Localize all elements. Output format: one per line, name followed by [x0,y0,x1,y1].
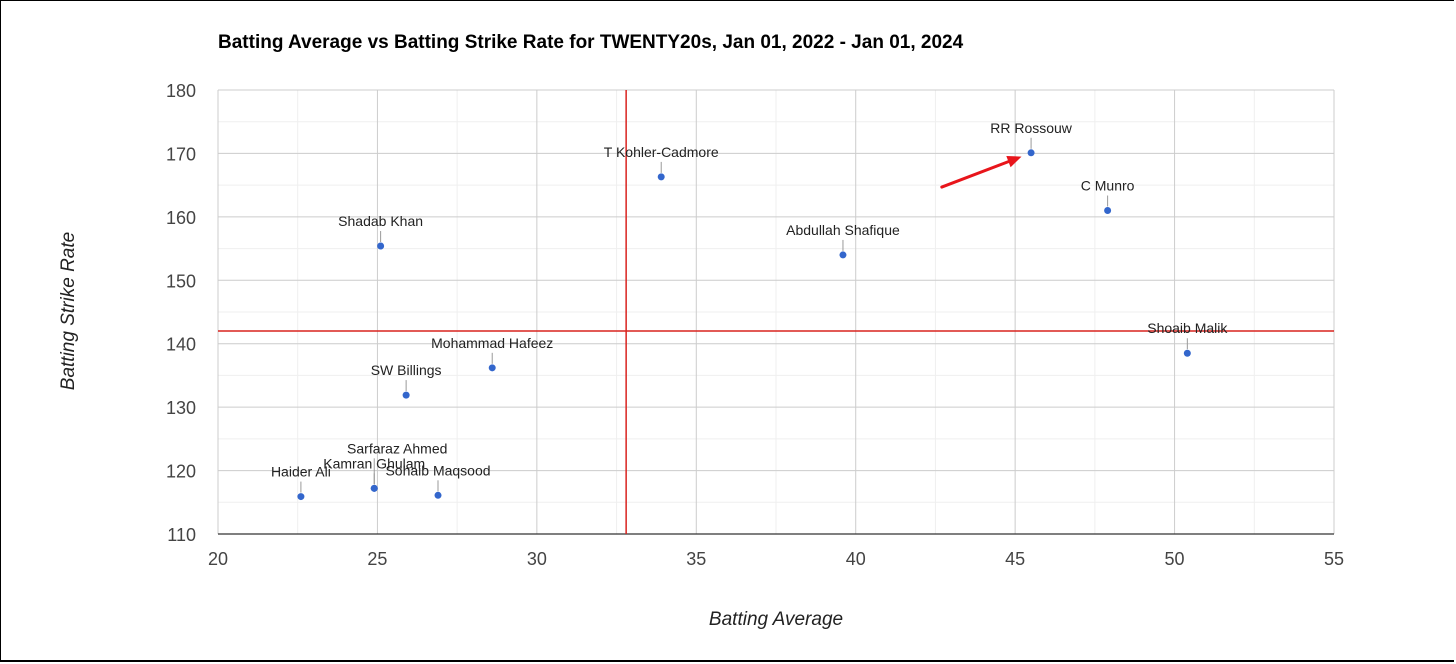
point-abdullah-shafique [839,251,847,259]
point-shadab-khan [377,242,385,250]
x-tick-label: 45 [1005,549,1025,569]
tick-labels: 20 25 30 35 40 45 50 55 110 120 130 140 150 160 170 180 [166,81,1344,569]
y-tick-label: 150 [166,271,196,291]
point-sohaib-maqsood [434,491,442,499]
data-points: RR Rossouw T Kohler-Cadmore C Munro Shadab … [271,120,1228,501]
point-kamran-ghulam [370,484,378,492]
x-tick-label: 30 [527,549,547,569]
point-label-sw-billings: SW Billings [371,362,442,378]
point-label-t-kohler-cadmore: T Kohler-Cadmore [604,144,719,160]
y-tick-label: 140 [166,335,196,355]
y-tick-label: 180 [166,81,196,101]
point-haider-ali [297,493,305,501]
point-label-abdullah-shafique: Abdullah Shafique [786,222,900,238]
gridlines [217,89,1335,535]
reference-lines [218,90,1334,534]
x-tick-label: 35 [686,549,706,569]
point-label-rr-rossouw: RR Rossouw [990,120,1073,136]
point-label-shadab-khan: Shadab Khan [338,213,423,229]
point-label-sohaib-maqsood: Sohaib Maqsood [385,462,490,478]
point-c-munro [1104,207,1112,215]
point-t-kohler-cadmore [657,173,665,181]
point-label-shoaib-malik: Shoaib Malik [1147,320,1228,336]
y-tick-label: 110 [167,525,196,545]
point-sw-billings [402,391,410,399]
point-label-mohammad-hafeez: Mohammad Hafeez [431,335,553,351]
point-label-sarfaraz-ahmed: Sarfaraz Ahmed [347,440,447,456]
point-mohammad-hafeez [488,364,496,372]
annotation-layer [940,155,1022,189]
x-tick-label: 40 [846,549,866,569]
y-tick-label: 160 [166,208,196,228]
chart-title: Batting Average vs Batting Strike Rate f… [218,32,964,53]
x-tick-label: 50 [1165,549,1185,569]
y-tick-label: 120 [166,462,196,482]
x-axis-label: Batting Average [708,609,844,630]
y-tick-label: 130 [166,398,196,418]
x-tick-label: 55 [1324,549,1344,569]
x-tick-label: 25 [367,549,387,569]
point-shoaib-malik [1183,349,1191,357]
annotation-arrow-head [1006,155,1022,168]
point-label-haider-ali: Haider Ali [271,464,331,480]
y-tick-label: 170 [166,144,196,164]
point-rr-rossouw [1027,149,1035,157]
point-label-c-munro: C Munro [1081,178,1135,194]
x-tick-label: 20 [208,549,228,569]
annotation-arrow-shaft [940,160,1010,189]
point-label-kamran-ghulam: Kamran Ghulam [323,455,425,471]
